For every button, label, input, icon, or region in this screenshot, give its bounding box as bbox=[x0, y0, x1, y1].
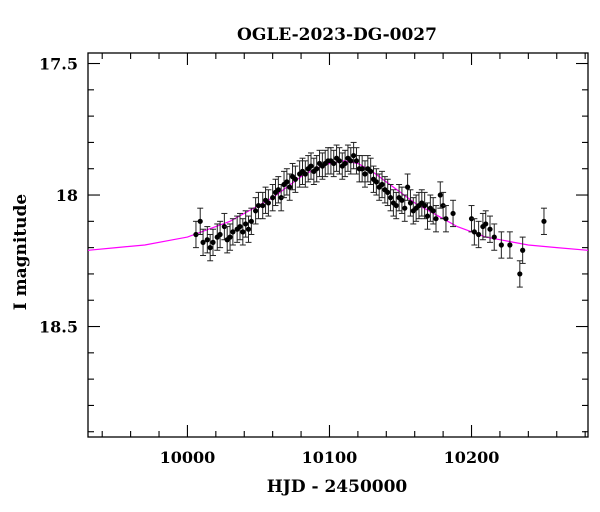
data-point bbox=[541, 218, 547, 224]
data-point bbox=[193, 231, 199, 238]
data-point bbox=[314, 166, 320, 172]
data-point bbox=[348, 158, 354, 164]
data-point bbox=[476, 231, 482, 238]
data-point bbox=[393, 202, 399, 209]
data-point bbox=[200, 239, 206, 245]
data-point bbox=[430, 208, 436, 214]
data-point bbox=[275, 187, 281, 193]
y-tick-label: 17.5 bbox=[39, 55, 78, 74]
data-point bbox=[387, 195, 394, 201]
data-point bbox=[217, 231, 223, 238]
data-point bbox=[517, 271, 523, 277]
plot-area: 10000 10100 10200 17.5 18 18.5 bbox=[39, 52, 589, 467]
y-axis-label: I magnitude bbox=[11, 194, 31, 311]
y-tick-label: 18.5 bbox=[39, 318, 78, 337]
x-tick-label: 10100 bbox=[302, 448, 358, 467]
data-point bbox=[287, 184, 293, 190]
data-point bbox=[227, 234, 233, 240]
data-point bbox=[245, 226, 252, 232]
data-point bbox=[255, 202, 262, 209]
data-point bbox=[422, 202, 428, 209]
data-point bbox=[331, 160, 337, 167]
data-point bbox=[405, 184, 411, 190]
data-point bbox=[368, 168, 374, 174]
data-point bbox=[362, 171, 368, 177]
data-point bbox=[407, 200, 414, 206]
chart-title: OGLE-2023-DG-0027 bbox=[237, 25, 437, 45]
data-point bbox=[359, 166, 365, 172]
data-point bbox=[342, 160, 348, 167]
data-point bbox=[237, 223, 243, 230]
data-point bbox=[373, 179, 379, 185]
data-point bbox=[491, 234, 497, 240]
data-point bbox=[248, 218, 254, 224]
data-point bbox=[471, 229, 477, 235]
data-point bbox=[302, 171, 308, 177]
x-tick-label: 10000 bbox=[160, 448, 216, 467]
data-point bbox=[243, 221, 249, 227]
data-point bbox=[483, 221, 489, 227]
data-point bbox=[270, 195, 276, 201]
data-point bbox=[487, 226, 493, 232]
data-point bbox=[336, 158, 343, 164]
data-point bbox=[385, 189, 391, 195]
x-tick-label: 10200 bbox=[444, 448, 500, 467]
data-point bbox=[433, 216, 439, 222]
data-point bbox=[260, 202, 266, 209]
data-point bbox=[443, 216, 449, 222]
plot-frame bbox=[87, 52, 589, 438]
x-axis-label: HJD - 2450000 bbox=[267, 477, 408, 497]
data-point bbox=[230, 229, 236, 235]
data-point bbox=[210, 239, 216, 245]
data-point bbox=[379, 181, 385, 188]
data-point bbox=[353, 158, 360, 164]
data-point bbox=[265, 200, 271, 206]
data-point bbox=[507, 242, 513, 248]
data-point bbox=[402, 205, 408, 211]
data-point bbox=[308, 163, 314, 169]
data-point bbox=[197, 218, 203, 224]
data-point bbox=[520, 247, 526, 253]
data-point bbox=[498, 242, 504, 248]
data-point bbox=[450, 210, 456, 217]
y-tick-label: 18 bbox=[56, 186, 78, 205]
data-point bbox=[204, 237, 210, 243]
data-point bbox=[437, 192, 443, 198]
data-point bbox=[207, 245, 213, 251]
data-point bbox=[253, 208, 259, 214]
data-point bbox=[399, 197, 405, 203]
data-point bbox=[292, 176, 298, 182]
data-point bbox=[284, 179, 290, 185]
data-point bbox=[424, 213, 431, 219]
data-point bbox=[240, 229, 246, 235]
data-point bbox=[351, 152, 357, 159]
